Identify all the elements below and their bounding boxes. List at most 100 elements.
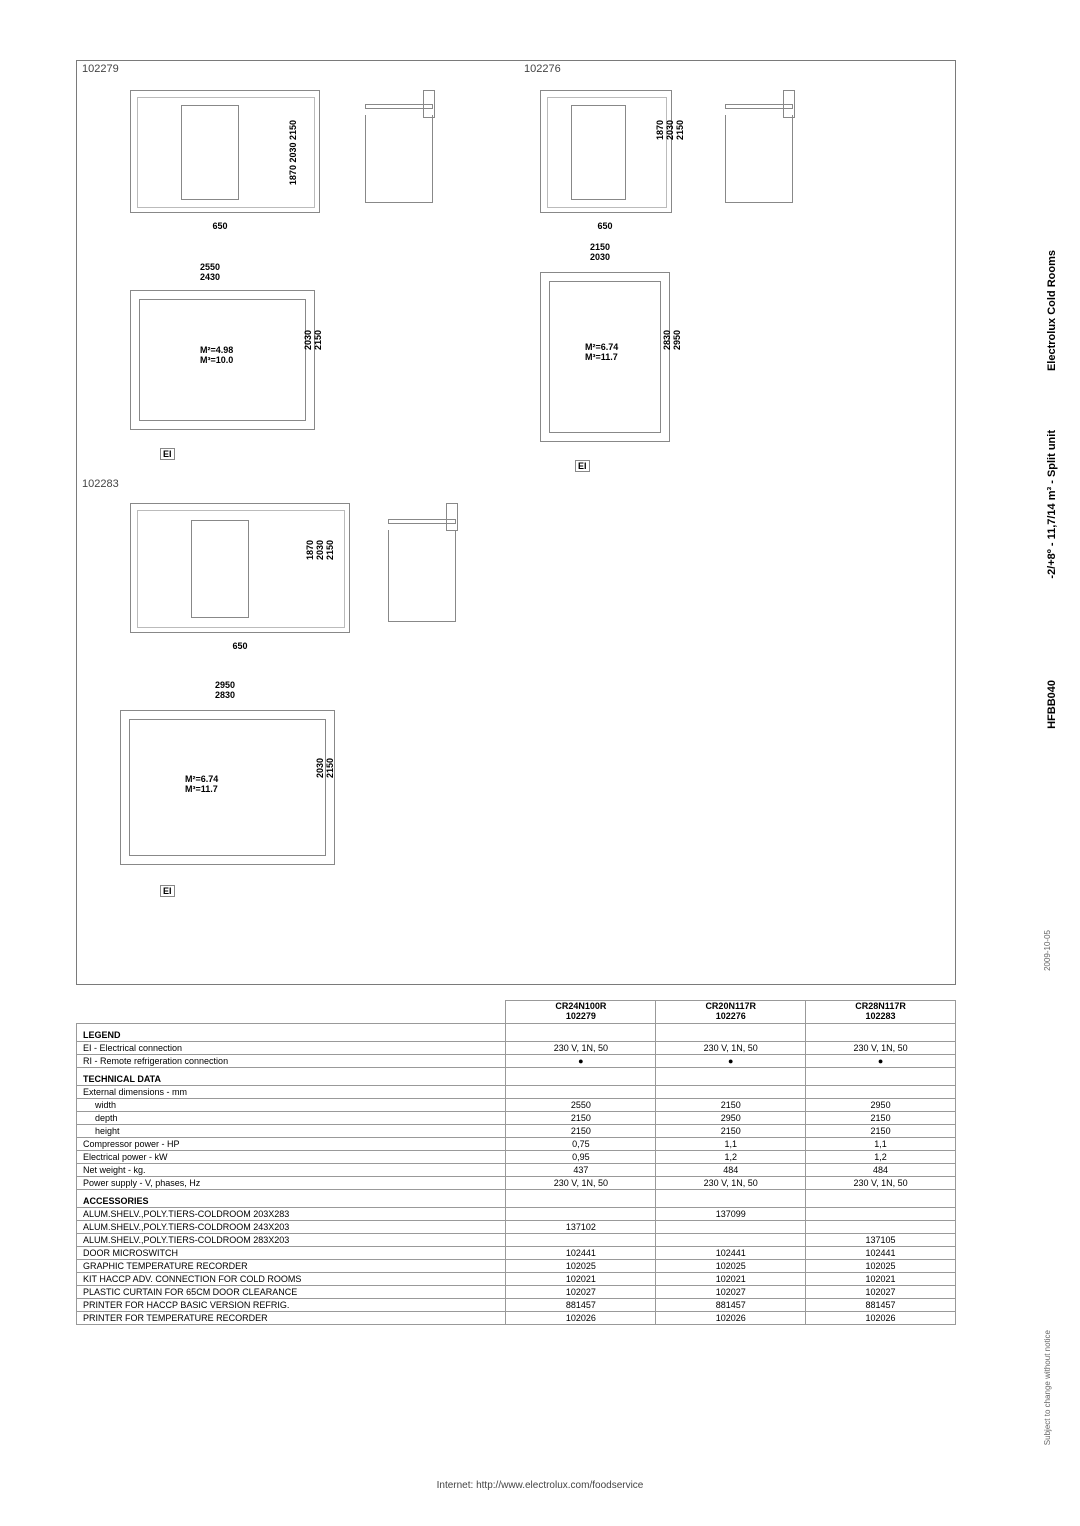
table-row: Compressor power - HP0,751,11,1: [77, 1137, 956, 1150]
dim-279-h3: 1870 2030 2150: [288, 120, 298, 185]
table-row: PRINTER FOR TEMPERATURE RECORDER10202610…: [77, 1311, 956, 1324]
row-label: Power supply - V, phases, Hz: [77, 1176, 506, 1189]
drawing-label-c: 102283: [82, 478, 119, 490]
dim-283-plan-h: 2030 2150: [315, 758, 335, 778]
row-value: [506, 1233, 656, 1246]
row-value: 230 V, 1N, 50: [806, 1176, 956, 1189]
row-label: ALUM.SHELV.,POLY.TIERS-COLDROOM 203X283: [77, 1207, 506, 1220]
table-row: Power supply - V, phases, Hz 230 V, 1N, 5…: [77, 1176, 956, 1189]
dim-279-plan-h: 2030 2150: [303, 330, 323, 350]
row-value: [656, 1233, 806, 1246]
table-row: depth215029502150: [77, 1111, 956, 1124]
drawing-label-b: 102276: [524, 63, 561, 75]
row-label: Electrical power - kW: [77, 1150, 506, 1163]
row-value: [806, 1220, 956, 1233]
note-276: M²=6.74 M³=11.7: [585, 343, 618, 363]
table-header-row: CR24N100R 102279 CR20N117R 102276 CR28N1…: [77, 1001, 956, 1024]
row-value: 2950: [656, 1111, 806, 1124]
row-value: 230 V, 1N, 50: [506, 1041, 656, 1054]
row-label: Compressor power - HP: [77, 1137, 506, 1150]
table-row: height215021502150: [77, 1124, 956, 1137]
table-row: Net weight - kg.437484484: [77, 1163, 956, 1176]
row-value: 102026: [506, 1311, 656, 1324]
el-283: EI: [160, 885, 175, 897]
side-range: -2/+8º - 11,7/14 m³ - Split unit: [1046, 430, 1058, 579]
row-value: 230 V, 1N, 50: [806, 1041, 956, 1054]
row-value: 102021: [806, 1272, 956, 1285]
dim-283-wd: 2950 2830: [195, 680, 255, 700]
note-283: M²=6.74 M³=11.7: [185, 775, 218, 795]
row-label: ALUM.SHELV.,POLY.TIERS-COLDROOM 243X203: [77, 1220, 506, 1233]
row-value: 102027: [806, 1285, 956, 1298]
row-value: 1,1: [806, 1137, 956, 1150]
side-date: 2009-10-05: [1043, 930, 1052, 971]
table-row: PRINTER FOR HACCP BASIC VERSION REFRIG.8…: [77, 1298, 956, 1311]
row-value: [806, 1085, 956, 1098]
row-value: ●: [806, 1054, 956, 1067]
section-tech: TECHNICAL DATA: [77, 1067, 956, 1085]
row-label: height: [77, 1124, 506, 1137]
table-row: Electrical power - kW0,951,21,2: [77, 1150, 956, 1163]
row-value: 102025: [506, 1259, 656, 1272]
row-value: 102441: [506, 1246, 656, 1259]
row-value: 230 V, 1N, 50: [656, 1041, 806, 1054]
dwg-276-side: [725, 90, 795, 210]
row-value: 102441: [656, 1246, 806, 1259]
table-row: GRAPHIC TEMPERATURE RECORDER102025102025…: [77, 1259, 956, 1272]
table-row: EI - Electrical connection230 V, 1N, 502…: [77, 1041, 956, 1054]
row-value: 102027: [656, 1285, 806, 1298]
row-value: 137105: [806, 1233, 956, 1246]
dwg-283-side: [388, 503, 458, 628]
table-row: PLASTIC CURTAIN FOR 65CM DOOR CLEARANCE1…: [77, 1285, 956, 1298]
dim-283-650: 650: [220, 641, 260, 651]
spec-table: CR24N100R 102279 CR20N117R 102276 CR28N1…: [76, 1000, 956, 1325]
row-label: EI - Electrical connection: [77, 1041, 506, 1054]
row-label: PLASTIC CURTAIN FOR 65CM DOOR CLEARANCE: [77, 1285, 506, 1298]
el-279: EI: [160, 448, 175, 460]
row-value: 484: [656, 1163, 806, 1176]
row-label: ALUM.SHELV.,POLY.TIERS-COLDROOM 283X203: [77, 1233, 506, 1246]
row-value: 1,2: [806, 1150, 956, 1163]
side-code: HFBB040: [1046, 680, 1058, 729]
row-value: 102027: [506, 1285, 656, 1298]
col-h2: CR20N117R 102276: [656, 1001, 806, 1024]
row-value: 102025: [806, 1259, 956, 1272]
note-279: M²=4.98 M³=10.0: [200, 346, 233, 366]
row-value: 437: [506, 1163, 656, 1176]
row-value: 102026: [656, 1311, 806, 1324]
row-value: 0,75: [506, 1137, 656, 1150]
dim-279-650: 650: [200, 221, 240, 231]
table-row: External dimensions - mm: [77, 1085, 956, 1098]
table-row: ALUM.SHELV.,POLY.TIERS-COLDROOM 203X283 1…: [77, 1207, 956, 1220]
section-acc: ACCESSORIES: [77, 1189, 956, 1207]
table-row: RI - Remote refrigeration connection●●●: [77, 1054, 956, 1067]
row-value: 2150: [506, 1111, 656, 1124]
row-value: 881457: [506, 1298, 656, 1311]
row-value: [806, 1207, 956, 1220]
row-label: depth: [77, 1111, 506, 1124]
row-value: 102026: [806, 1311, 956, 1324]
row-value: 2550: [506, 1098, 656, 1111]
row-value: 0,95: [506, 1150, 656, 1163]
row-value: ●: [506, 1054, 656, 1067]
dwg-283-front: [130, 503, 350, 633]
row-value: [506, 1085, 656, 1098]
row-value: 2950: [806, 1098, 956, 1111]
table-row: ALUM.SHELV.,POLY.TIERS-COLDROOM 283X203 1…: [77, 1233, 956, 1246]
row-value: 102021: [656, 1272, 806, 1285]
row-value: 102025: [656, 1259, 806, 1272]
table-row: width255021502950: [77, 1098, 956, 1111]
table-row: DOOR MICROSWITCH102441102441102441: [77, 1246, 956, 1259]
row-label: width: [77, 1098, 506, 1111]
page: Electrolux Cold Rooms -2/+8º - 11,7/14 m…: [0, 0, 1080, 1526]
dim-276-650: 650: [585, 221, 625, 231]
dim-283-h3: 1870 2030 2150: [305, 540, 335, 560]
row-value: 1,2: [656, 1150, 806, 1163]
row-label: DOOR MICROSWITCH: [77, 1246, 506, 1259]
drawing-label-a: 102279: [82, 63, 119, 75]
dim-276-plan-h: 2830 2950: [662, 330, 682, 350]
row-value: 137099: [656, 1207, 806, 1220]
dwg-283-plan: [120, 710, 335, 865]
row-label: RI - Remote refrigeration connection: [77, 1054, 506, 1067]
side-notice: Subject to change without notice: [1043, 1330, 1052, 1445]
